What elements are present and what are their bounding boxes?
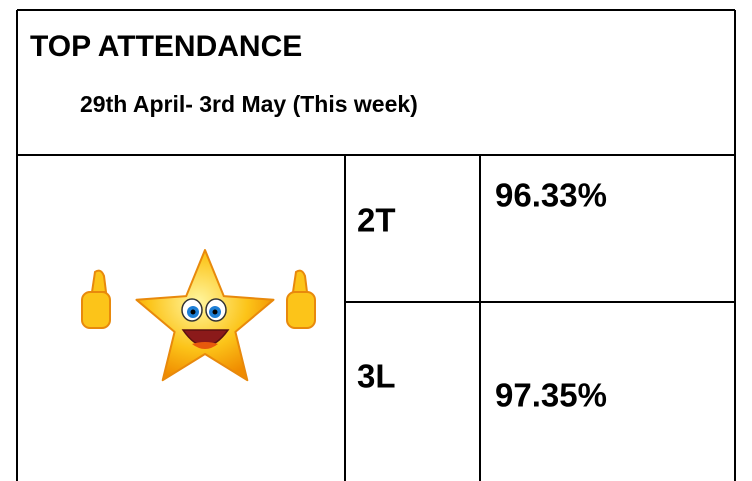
class-name: 2T xyxy=(357,202,396,239)
subtitle: 29th April- 3rd May (This week) xyxy=(80,91,418,117)
page: TOP ATTENDANCE 29th April- 3rd May (This… xyxy=(0,0,752,481)
attendance-value: 96.33% xyxy=(495,177,607,214)
attendance-value: 97.35% xyxy=(495,377,607,414)
class-name: 3L xyxy=(357,358,396,395)
star-emoji xyxy=(82,250,315,380)
table-borders xyxy=(17,10,735,481)
title: TOP ATTENDANCE xyxy=(30,30,302,63)
attendance-card: TOP ATTENDANCE 29th April- 3rd May (This… xyxy=(0,0,752,481)
